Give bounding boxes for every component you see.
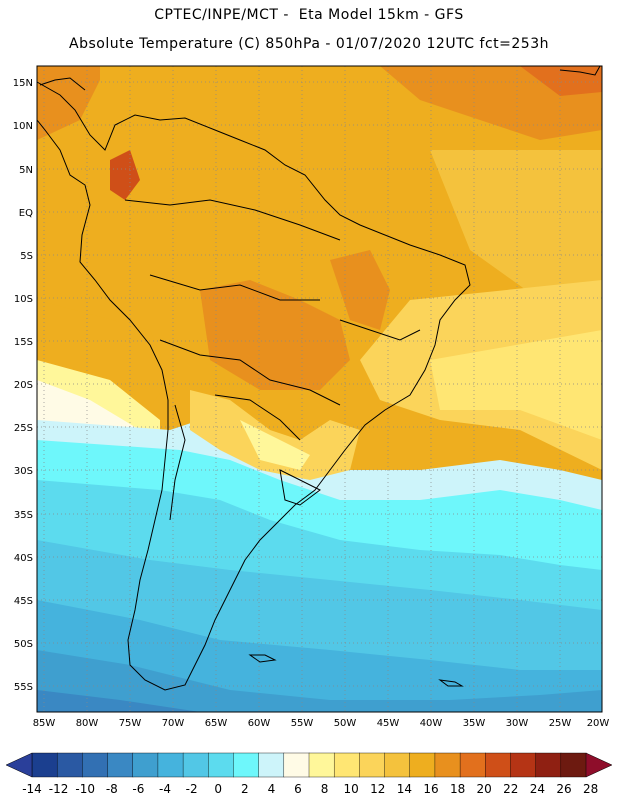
colorbar-box — [384, 752, 411, 778]
colorbar-box — [31, 752, 58, 778]
lon-label: 50W — [334, 718, 357, 729]
colorbar-box — [182, 752, 209, 778]
colorbar-label: 6 — [294, 782, 302, 796]
colorbar-box — [485, 752, 511, 778]
lat-label: 5N — [19, 165, 33, 176]
colorbar-box — [258, 752, 285, 778]
colorbar-box — [510, 752, 537, 778]
temperature-field — [37, 66, 602, 712]
colorbar-box — [434, 752, 461, 778]
colorbar-box — [82, 752, 109, 778]
colorbar-label: -14 — [22, 782, 42, 796]
chart-title: CPTEC/INPE/MCT - Eta Model 15km - GFS — [154, 7, 464, 23]
colorbar-label: 18 — [450, 782, 465, 796]
colorbar-box — [233, 752, 260, 778]
colorbar-label: 16 — [423, 782, 438, 796]
colorbar-box — [535, 752, 562, 778]
colorbar-label: 14 — [397, 782, 412, 796]
colorbar-box — [56, 752, 83, 778]
colorbar-high-arrow — [585, 752, 613, 778]
lon-label: 45W — [377, 718, 400, 729]
colorbar-label: -6 — [132, 782, 144, 796]
colorbar-box — [308, 752, 335, 778]
lat-label: 15N — [13, 78, 33, 89]
colorbar-label: 4 — [268, 782, 276, 796]
colorbar-box — [283, 752, 310, 778]
colorbar-label: 2 — [241, 782, 249, 796]
colorbar-labels: -14 -12 -10 -8 -6 -4 -2 0 2 4 6 8 10 12 … — [22, 782, 598, 796]
lon-label: 70W — [162, 718, 185, 729]
colorbar-box — [359, 752, 386, 778]
colorbar-box — [157, 752, 184, 778]
colorbar-low-arrow — [5, 752, 33, 778]
colorbar-label: -12 — [49, 782, 69, 796]
lon-label: 35W — [463, 718, 486, 729]
colorbar-label: -8 — [106, 782, 118, 796]
lat-label: 10S — [14, 294, 33, 305]
colorbar-box — [132, 752, 159, 778]
lat-label: 45S — [14, 596, 33, 607]
colorbar-box — [409, 752, 436, 778]
lon-label: 65W — [205, 718, 228, 729]
lat-label: 5S — [20, 251, 33, 262]
colorbar-label: -4 — [159, 782, 171, 796]
lon-label: 55W — [291, 718, 314, 729]
colorbar-box — [333, 752, 360, 778]
temperature-map: 15N 10N 5N EQ 5S 10S 15S 20S 25S 30S 35S… — [13, 65, 610, 729]
map-frame — [36, 65, 603, 713]
lon-label: 80W — [76, 718, 99, 729]
colorbar-label: 26 — [556, 782, 571, 796]
colorbar-label: 10 — [344, 782, 359, 796]
lat-label: 20S — [14, 380, 33, 391]
colorbar-label: 24 — [530, 782, 545, 796]
colorbar-label: 22 — [503, 782, 518, 796]
colorbar-box — [208, 752, 234, 778]
lat-label: EQ — [19, 208, 33, 219]
lat-label: 15S — [14, 337, 33, 348]
lon-label: 75W — [119, 718, 142, 729]
colorbar-box — [107, 752, 134, 778]
lat-label: 55S — [14, 682, 33, 693]
colorbar-label: 0 — [214, 782, 222, 796]
colorbar-box — [459, 752, 486, 778]
latitude-labels: 15N 10N 5N EQ 5S 10S 15S 20S 25S 30S 35S… — [13, 78, 33, 693]
colorbar-label: 20 — [477, 782, 492, 796]
lat-label: 35S — [14, 510, 33, 521]
lon-label: 20W — [587, 718, 610, 729]
longitude-labels: 85W 80W 75W 70W 65W 60W 55W 50W 45W 40W … — [33, 718, 610, 729]
colorbar: -14 -12 -10 -8 -6 -4 -2 0 2 4 6 8 10 12 … — [5, 752, 613, 796]
colorbar-label: 8 — [321, 782, 329, 796]
lat-label: 25S — [14, 423, 33, 434]
lon-label: 30W — [506, 718, 529, 729]
lon-label: 85W — [33, 718, 56, 729]
chart-subtitle: Absolute Temperature (C) 850hPa - 01/07/… — [69, 36, 549, 52]
colorbar-box — [560, 752, 587, 778]
lat-label: 30S — [14, 466, 33, 477]
colorbar-label: 12 — [370, 782, 385, 796]
colorbar-label: -10 — [75, 782, 95, 796]
lon-label: 25W — [549, 718, 572, 729]
colorbar-label: -2 — [186, 782, 198, 796]
colorbar-boxes — [31, 752, 587, 778]
lon-label: 60W — [248, 718, 271, 729]
lat-label: 50S — [14, 639, 33, 650]
coastlines — [36, 65, 601, 691]
colorbar-label: 28 — [583, 782, 598, 796]
lat-label: 10N — [13, 121, 33, 132]
lon-label: 40W — [420, 718, 443, 729]
lat-label: 40S — [14, 553, 33, 564]
